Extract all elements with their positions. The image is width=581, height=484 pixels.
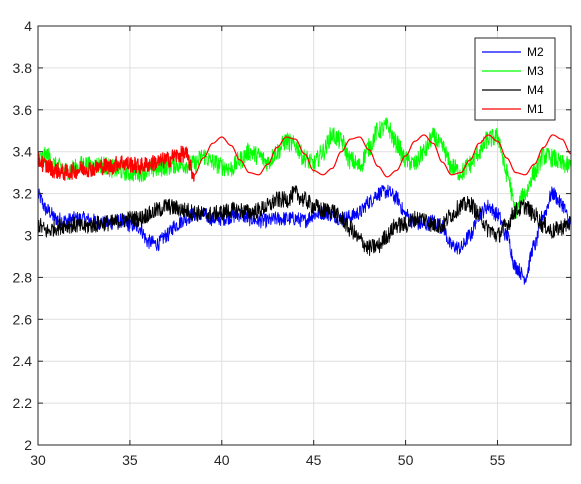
x-tick-label: 40 (214, 452, 230, 468)
legend: M2 M3 M4 M1 (474, 37, 556, 121)
series-layer (38, 117, 571, 285)
x-tick-label: 55 (490, 452, 506, 468)
y-tick-label: 3.2 (13, 186, 33, 202)
y-tick-label: 3.6 (13, 102, 33, 118)
x-tick-label: 50 (398, 452, 414, 468)
y-tick-label: 2.8 (13, 269, 33, 285)
legend-label-m1: M1 (527, 102, 544, 116)
legend-label-m2: M2 (527, 45, 544, 59)
x-tick-label: 35 (122, 452, 138, 468)
ticks: 30 35 40 45 50 55 2 2.2 2.4 2.6 2.8 3 3.2 3.4 3.6 3.8 4 (13, 18, 571, 468)
x-tick-label: 45 (306, 452, 322, 468)
y-tick-label: 2 (24, 437, 32, 453)
y-tick-label: 3 (24, 228, 32, 244)
series-line-m1 (38, 134, 571, 182)
y-tick-label: 2.6 (13, 311, 33, 327)
y-tick-label: 4 (24, 18, 32, 34)
y-tick-label: 2.2 (13, 395, 33, 411)
x-tick-label: 30 (30, 452, 46, 468)
y-tick-label: 3.4 (13, 144, 33, 160)
y-tick-label: 2.4 (13, 353, 33, 369)
legend-label-m4: M4 (527, 83, 544, 97)
y-tick-label: 3.8 (13, 60, 33, 76)
series-line-m4 (38, 185, 571, 257)
legend-label-m3: M3 (527, 64, 544, 78)
